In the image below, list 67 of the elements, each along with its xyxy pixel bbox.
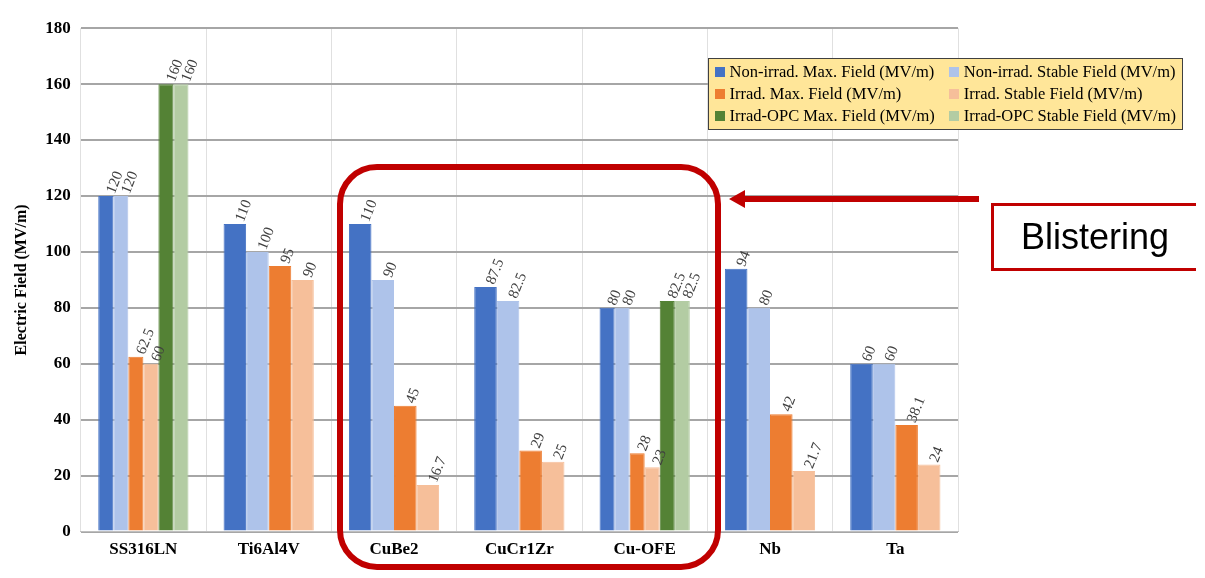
legend-label: Non-irrad. Max. Field (MV/m) [729,62,935,82]
bar [291,279,314,531]
bar [416,484,440,531]
bar [850,363,873,531]
y-tick-label: 40 [53,409,71,429]
data-label: 38.1 [903,394,928,425]
x-tick-label: SS316LN [109,539,179,559]
legend-label: Irrad. Max. Field (MV/m) [729,84,902,104]
x-tick-label: Cu-OFE [613,539,676,559]
x-tick-label: Ti6Al4V [237,539,301,559]
legend-label: Irrad-OPC Max. Field (MV/m) [729,106,935,126]
bar [541,461,565,531]
bar [474,286,497,531]
bar [223,223,247,531]
y-tick-label: 0 [62,520,71,540]
x-tick-label: Nb [759,539,781,559]
bar [895,425,918,531]
data-label: 94 [732,247,754,269]
legend-label: Irrad-OPC Stable Field (MV/m) [963,106,1176,126]
data-label: 25 [549,441,571,462]
bar [173,84,189,531]
data-label: 60 [880,343,902,364]
bar [519,450,542,531]
bar [394,405,417,531]
y-tick-label: 100 [45,241,71,261]
y-tick-label: 20 [53,465,71,485]
y-tick-label: 140 [45,129,71,149]
bar [792,470,816,531]
data-label: 82.5 [504,270,530,301]
data-label: 90 [379,259,400,280]
data-label: 110 [231,197,255,224]
data-label: 60 [858,343,879,364]
y-axis-title: Electric Field (MV/m) [11,204,30,356]
y-tick-label: 160 [45,73,71,93]
x-tick-label: CuCr1Zr [484,539,555,559]
bar [917,464,941,531]
data-label: 24 [925,443,947,465]
data-label: 80 [755,287,776,308]
x-tick-label: Ta [886,539,905,559]
y-tick-label: 120 [45,185,71,205]
text: Blistering [991,203,1196,271]
data-label: 42 [777,393,799,414]
data-label: 21.7 [800,439,826,471]
data-label: 90 [299,259,320,280]
data-label: 45 [401,385,423,406]
bar [872,363,896,531]
legend-label: Non-irrad. Stable Field (MV/m) [963,62,1176,82]
y-tick-label: 60 [53,353,71,373]
bar [496,300,520,531]
bar [371,279,395,531]
bar [724,268,748,531]
y-tick-label: 80 [53,297,71,317]
data-label: 110 [356,197,380,224]
bar [674,300,690,531]
bar [246,251,269,531]
bar [268,265,292,531]
legend-label: Irrad. Stable Field (MV/m) [963,84,1143,104]
y-tick-label: 180 [45,17,71,37]
data-label: 16.7 [424,453,450,485]
x-tick-label: CuBe2 [369,539,419,559]
data-label: 29 [527,430,548,451]
data-label: 100 [253,224,278,252]
bar [770,414,793,531]
bar [348,223,372,531]
data-label: 87.5 [482,256,507,287]
bar [747,307,771,531]
data-label: 95 [276,245,297,266]
